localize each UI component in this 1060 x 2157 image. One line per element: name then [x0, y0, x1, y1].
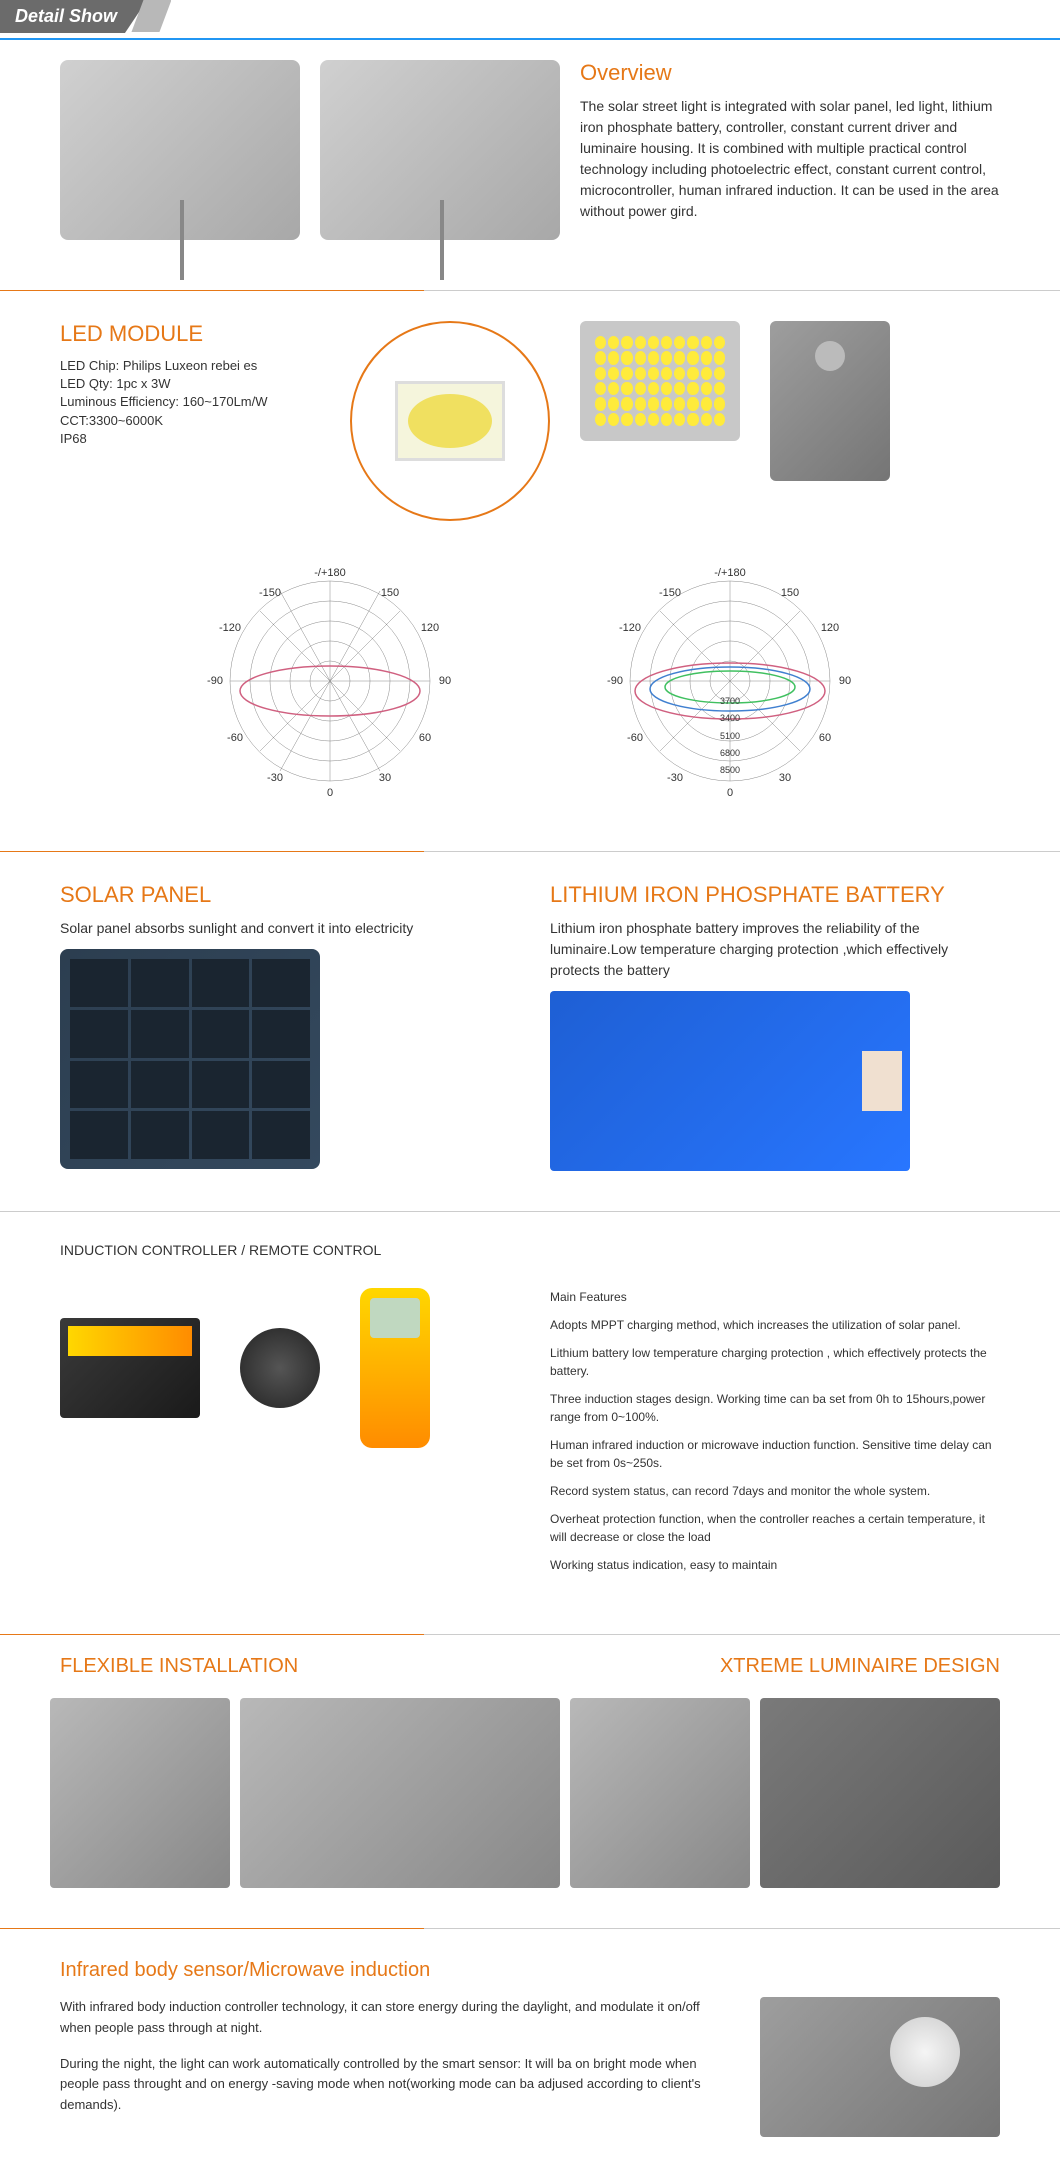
- svg-text:3700: 3700: [720, 696, 740, 706]
- header-bar: Detail Show: [0, 0, 1060, 40]
- install-image-2: [240, 1698, 560, 1888]
- svg-text:30: 30: [379, 772, 391, 784]
- battery-title: LITHIUM IRON PHOSPHATE BATTERY: [550, 882, 1000, 908]
- solar-title: SOLAR PANEL: [60, 882, 510, 908]
- install-image-1: [50, 1698, 230, 1888]
- led-spec: IP68: [60, 430, 320, 448]
- svg-text:5100: 5100: [720, 731, 740, 741]
- divider: [0, 290, 1060, 291]
- feature-item: Human infrared induction or microwave in…: [550, 1436, 1000, 1472]
- divider: [0, 851, 1060, 852]
- controller-title: INDUCTION CONTROLLER / REMOTE CONTROL: [0, 1232, 1060, 1268]
- battery-col: LITHIUM IRON PHOSPHATE BATTERY Lithium i…: [550, 882, 1000, 1171]
- overview-text-block: Overview The solar street light is integ…: [580, 60, 1000, 222]
- features-title: Main Features: [550, 1288, 1000, 1306]
- svg-text:150: 150: [381, 587, 399, 599]
- led-array-image: [580, 321, 740, 441]
- led-module-section: LED MODULE LED Chip: Philips Luxeon rebe…: [0, 301, 1060, 541]
- svg-text:-150: -150: [259, 587, 281, 599]
- svg-text:3400: 3400: [720, 713, 740, 723]
- overview-section: Overview The solar street light is integ…: [0, 40, 1060, 260]
- luminaire-design-image: [760, 1698, 1000, 1888]
- divider: [0, 1928, 1060, 1929]
- svg-text:0: 0: [327, 787, 333, 799]
- solar-panel-image: [60, 949, 320, 1169]
- overview-body: The solar street light is integrated wit…: [580, 96, 1000, 222]
- solar-text: Solar panel absorbs sunlight and convert…: [60, 918, 510, 939]
- svg-text:60: 60: [419, 732, 431, 744]
- svg-text:-30: -30: [267, 772, 283, 784]
- sensor-row: With infrared body induction controller …: [60, 1997, 1000, 2137]
- flexible-title: FLEXIBLE INSTALLATION: [60, 1655, 298, 1678]
- svg-text:6800: 6800: [720, 748, 740, 758]
- feature-item: Adopts MPPT charging method, which incre…: [550, 1316, 1000, 1334]
- svg-text:8500: 8500: [720, 765, 740, 775]
- divider: [0, 1211, 1060, 1212]
- led-title: LED MODULE: [60, 321, 320, 347]
- svg-text:-60: -60: [627, 732, 643, 744]
- svg-text:-90: -90: [207, 675, 223, 687]
- sensor-p1: With infrared body induction controller …: [60, 1997, 720, 2039]
- led-chip-image: [395, 381, 505, 461]
- led-spec: LED Chip: Philips Luxeon rebei es: [60, 357, 320, 375]
- sensor-p2: During the night, the light can work aut…: [60, 2054, 720, 2116]
- sensor-section-wrap: Infrared body sensor/Microwave induction…: [0, 1939, 1060, 2157]
- led-chip-circle: [350, 321, 550, 521]
- install-images: [0, 1688, 1060, 1898]
- divider: [0, 1634, 1060, 1635]
- led-spec: CCT:3300~6000K: [60, 412, 320, 430]
- svg-text:-60: -60: [227, 732, 243, 744]
- sensor-text: With infrared body induction controller …: [60, 1997, 720, 2137]
- install-image-3: [570, 1698, 750, 1888]
- led-spec: LED Qty: 1pc x 3W: [60, 375, 320, 393]
- sensor-title: Infrared body sensor/Microwave induction: [60, 1959, 1000, 1982]
- svg-text:90: 90: [439, 675, 451, 687]
- svg-text:-30: -30: [667, 772, 683, 784]
- feature-item: Overheat protection function, when the c…: [550, 1510, 1000, 1546]
- product-image-1: [60, 60, 300, 240]
- svg-text:-90: -90: [607, 675, 623, 687]
- feature-item: Lithium battery low temperature charging…: [550, 1344, 1000, 1380]
- battery-image: [550, 991, 910, 1171]
- features-list: Main Features Adopts MPPT charging metho…: [550, 1288, 1000, 1584]
- controller-section: Main Features Adopts MPPT charging metho…: [0, 1268, 1060, 1604]
- luminaire-image: [770, 321, 890, 481]
- polar-chart-2: -/+180 -150 150 -120 120 -90 90 -60 60 -…: [580, 561, 880, 801]
- svg-text:30: 30: [779, 772, 791, 784]
- led-specs: LED MODULE LED Chip: Philips Luxeon rebe…: [60, 321, 320, 448]
- solar-battery-section: SOLAR PANEL Solar panel absorbs sunlight…: [0, 862, 1060, 1191]
- polar-charts: -/+180 -150 150 -120 120 -90 90 -60 60 -…: [0, 541, 1060, 821]
- solar-panel-col: SOLAR PANEL Solar panel absorbs sunlight…: [60, 882, 510, 1171]
- svg-text:0: 0: [727, 787, 733, 799]
- sensor-image: [760, 1997, 1000, 2137]
- svg-text:60: 60: [819, 732, 831, 744]
- xtreme-title: XTREME LUMINAIRE DESIGN: [720, 1655, 1000, 1678]
- svg-text:90: 90: [839, 675, 851, 687]
- svg-text:-150: -150: [659, 587, 681, 599]
- svg-text:-/+180: -/+180: [714, 567, 746, 579]
- svg-text:-/+180: -/+180: [314, 567, 346, 579]
- controller-images: [60, 1288, 510, 1448]
- svg-text:150: 150: [781, 587, 799, 599]
- sensor-image: [240, 1328, 320, 1408]
- svg-text:120: 120: [421, 622, 439, 634]
- controller-box-image: [60, 1318, 200, 1418]
- install-header: FLEXIBLE INSTALLATION XTREME LUMINAIRE D…: [0, 1645, 1060, 1688]
- header-title: Detail Show: [0, 0, 147, 33]
- svg-text:120: 120: [821, 622, 839, 634]
- svg-text:-120: -120: [219, 622, 241, 634]
- feature-item: Record system status, can record 7days a…: [550, 1482, 1000, 1500]
- feature-item: Working status indication, easy to maint…: [550, 1556, 1000, 1574]
- product-image-2: [320, 60, 560, 240]
- polar-chart-1: -/+180 -150 150 -120 120 -90 90 -60 60 -…: [180, 561, 480, 801]
- battery-text: Lithium iron phosphate battery improves …: [550, 918, 1000, 981]
- led-spec: Luminous Efficiency: 160~170Lm/W: [60, 393, 320, 411]
- overview-title: Overview: [580, 60, 1000, 86]
- svg-text:-120: -120: [619, 622, 641, 634]
- remote-image: [360, 1288, 430, 1448]
- feature-item: Three induction stages design. Working t…: [550, 1390, 1000, 1426]
